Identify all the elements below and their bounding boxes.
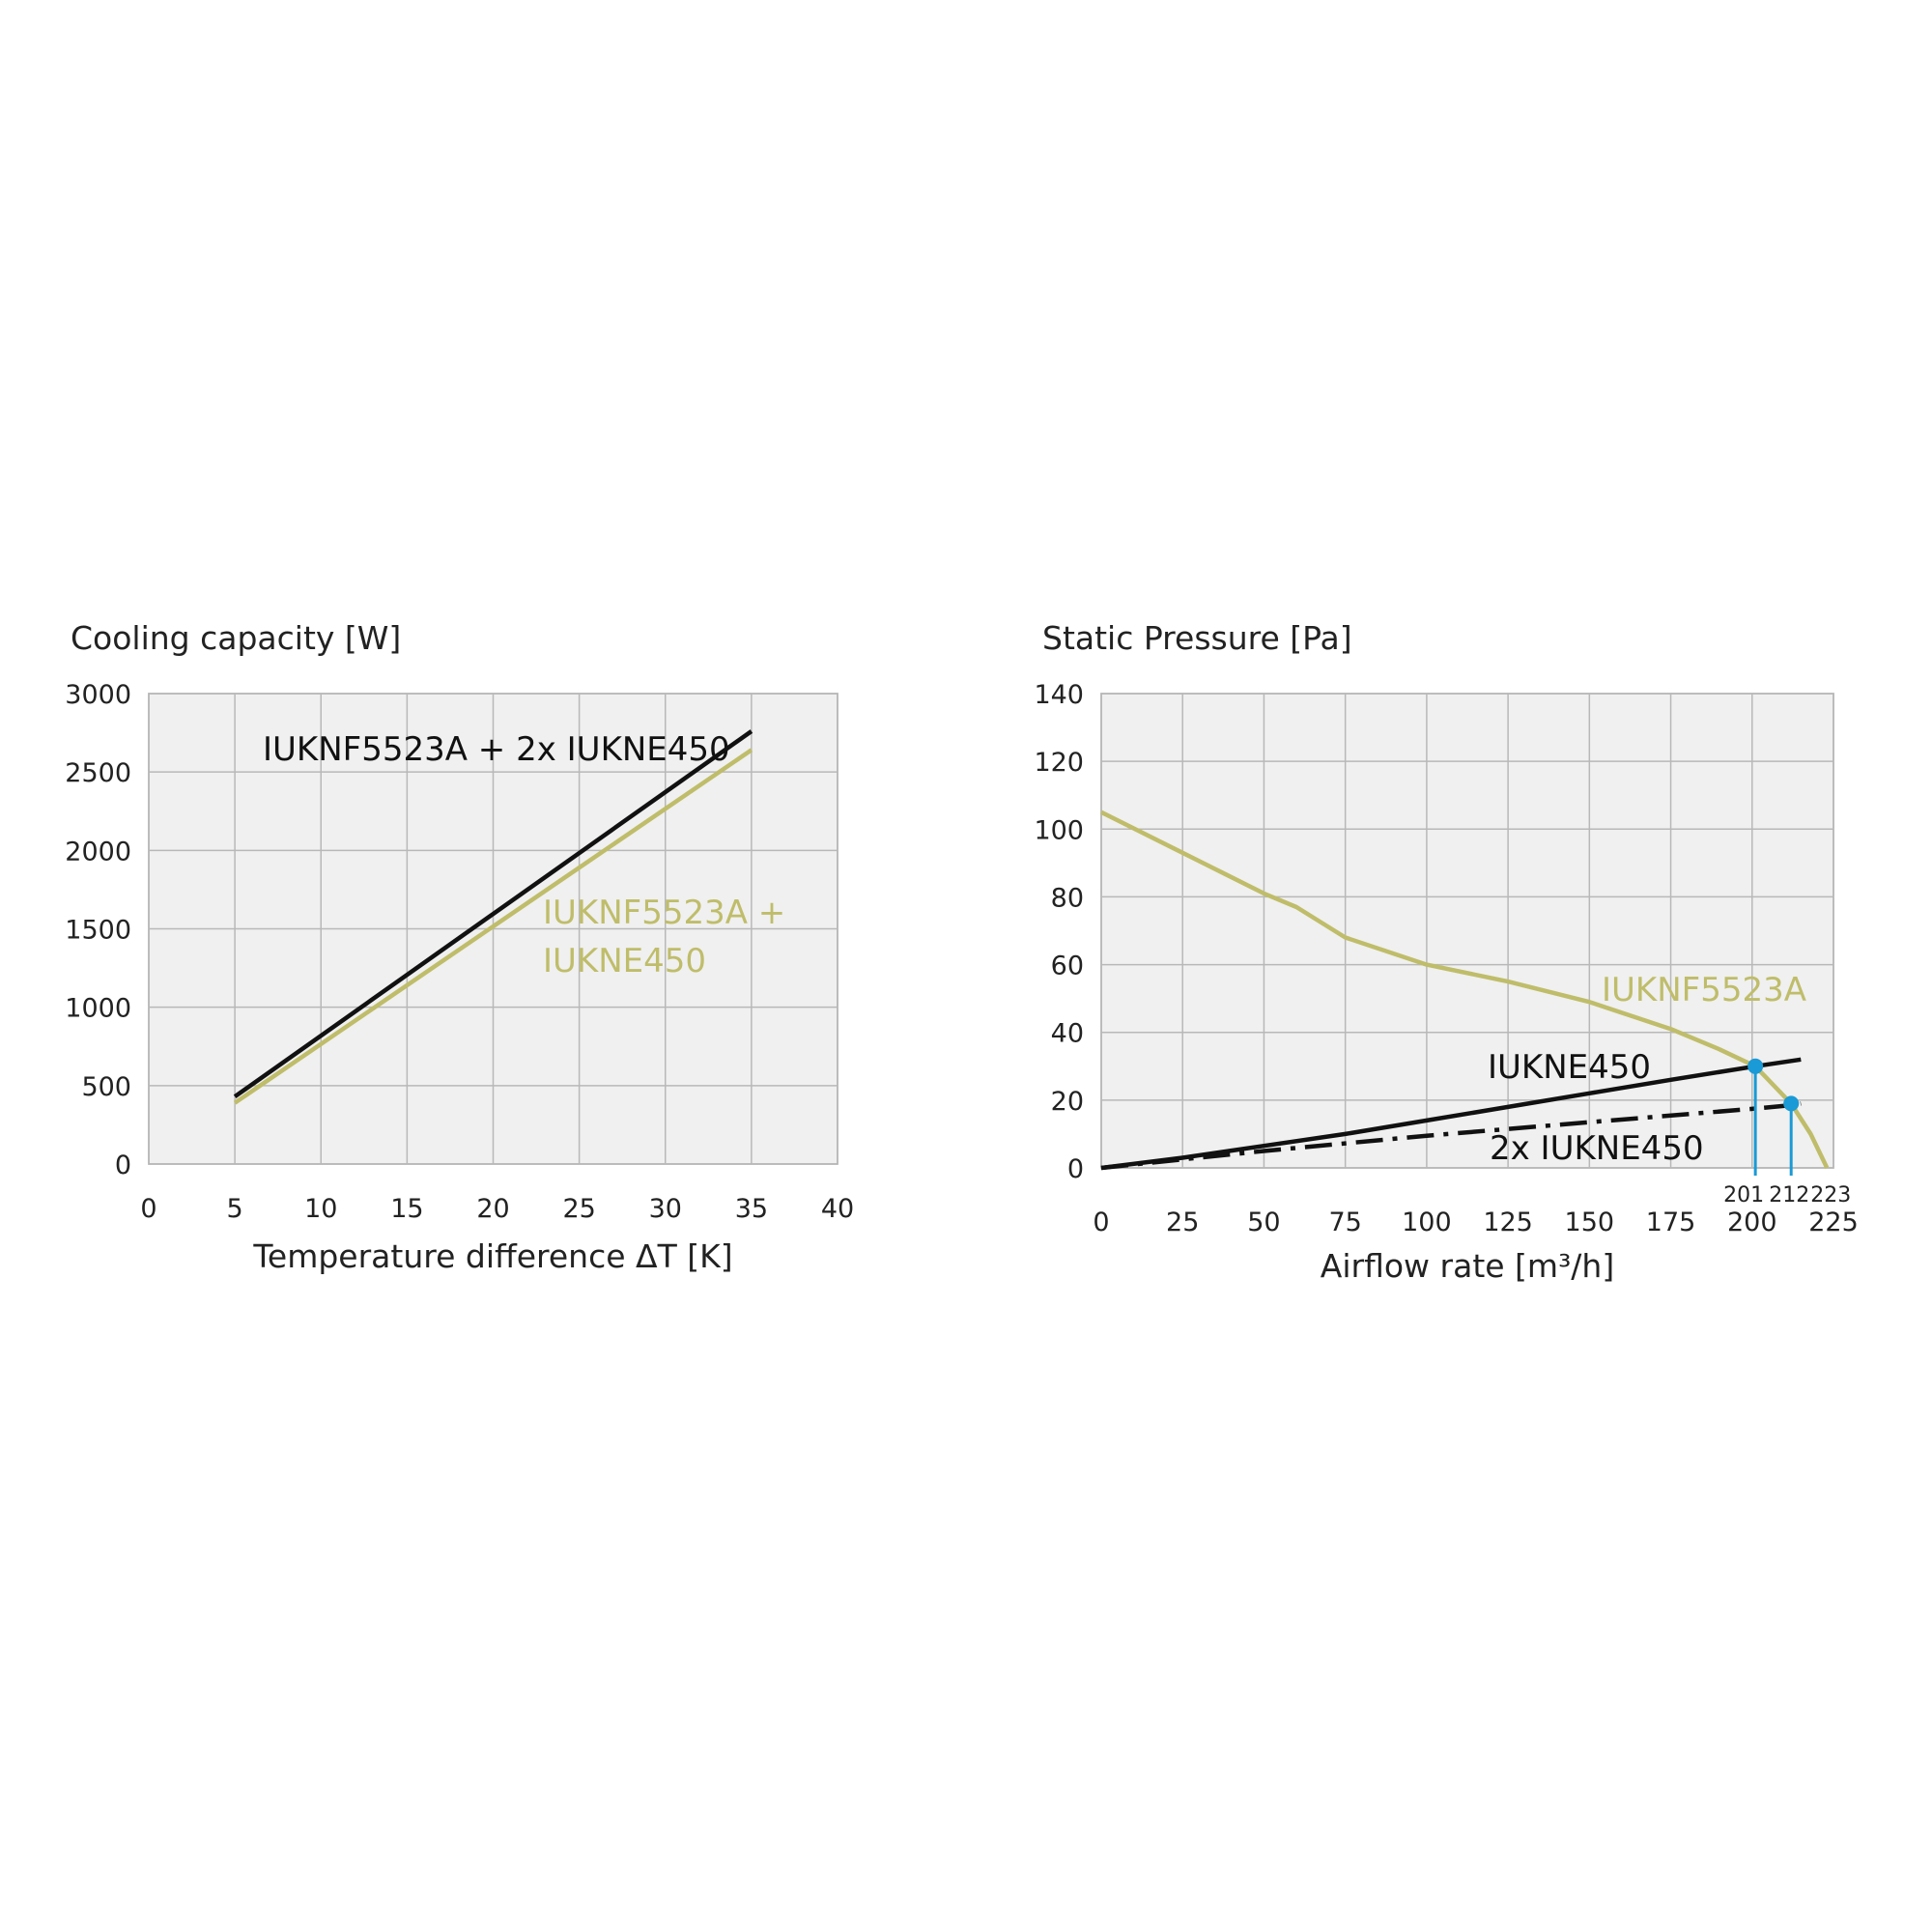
x-tick-label: 75 xyxy=(1328,1208,1361,1237)
operating-point-label: 212 xyxy=(1769,1183,1809,1208)
y-tick-label: 140 xyxy=(1034,680,1084,710)
series-label: 2x IUKNE450 xyxy=(1490,1129,1704,1168)
y-tick-label: 0 xyxy=(1067,1154,1084,1184)
x-tick-label: 15 xyxy=(390,1194,423,1224)
x-tick-label: 25 xyxy=(1166,1208,1199,1237)
y-tick-label: 1500 xyxy=(65,916,131,946)
y-tick-label: 60 xyxy=(1051,952,1084,981)
y-tick-label: 2500 xyxy=(65,758,131,788)
y-tick-label: 2000 xyxy=(65,837,131,867)
y-tick-label: 40 xyxy=(1051,1019,1084,1049)
x-tick-label: 150 xyxy=(1565,1208,1615,1237)
x-tick-label: 30 xyxy=(649,1194,682,1224)
cooling-capacity-chart: Cooling capacity [W] 0 5 10 15 20 25 30 35 40 0 500… xyxy=(65,619,854,1275)
y-tick-label: 20 xyxy=(1051,1087,1084,1117)
plot-area xyxy=(1100,693,1834,1169)
y-tick-label: 3000 xyxy=(65,680,131,710)
series-label: IUKNF5523A + xyxy=(543,894,785,932)
operating-point-label: 201 xyxy=(1723,1183,1764,1208)
x-tick-label: 25 xyxy=(562,1194,595,1224)
extra-x-label: 223 xyxy=(1810,1183,1851,1208)
series-label: IUKNF5523A xyxy=(1602,971,1806,1009)
series-line-iuknf5523a-iukne450 xyxy=(233,748,753,1105)
chart-title: Static Pressure [Pa] xyxy=(1042,619,1352,657)
x-tick-label: 100 xyxy=(1402,1208,1452,1237)
y-tick-label: 120 xyxy=(1034,748,1084,778)
x-axis-label: Temperature difference ΔT [K] xyxy=(252,1237,732,1275)
series-line-iukne450 xyxy=(1100,1057,1802,1171)
x-axis-label: Airflow rate [m³/h] xyxy=(1321,1247,1614,1285)
x-tick-label: 200 xyxy=(1727,1208,1777,1237)
y-tick-label: 500 xyxy=(81,1072,131,1102)
chart-title: Cooling capacity [W] xyxy=(71,619,401,657)
x-tick-label: 125 xyxy=(1483,1208,1533,1237)
y-tick-label: 1000 xyxy=(65,994,131,1024)
series-label: IUKNE450 xyxy=(543,942,706,980)
x-tick-label: 5 xyxy=(227,1194,243,1224)
x-tick-label: 0 xyxy=(140,1194,156,1224)
operating-point xyxy=(1747,1058,1764,1074)
x-tick-label: 10 xyxy=(304,1194,337,1224)
static-pressure-chart: Static Pressure [Pa] 0 25 50 75 100 125 150 175 2… xyxy=(1034,619,1858,1285)
series-line-iuknf5523a xyxy=(1099,810,1830,1169)
y-tick-label: 80 xyxy=(1051,883,1084,913)
x-tick-label: 40 xyxy=(821,1194,854,1224)
operating-point xyxy=(1783,1095,1800,1112)
y-tick-label: 100 xyxy=(1034,815,1084,845)
series-label: IUKNE450 xyxy=(1488,1048,1651,1087)
x-tick-label: 20 xyxy=(476,1194,509,1224)
x-tick-label: 175 xyxy=(1646,1208,1696,1237)
x-tick-label: 225 xyxy=(1808,1208,1859,1237)
x-tick-label: 0 xyxy=(1093,1208,1109,1237)
series-line-iuknf5523a-2x-iukne450 xyxy=(233,729,753,1099)
y-tick-label: 0 xyxy=(115,1151,131,1180)
series-label: IUKNF5523A + 2x IUKNE450 xyxy=(263,730,730,769)
x-tick-label: 35 xyxy=(735,1194,768,1224)
x-tick-label: 50 xyxy=(1247,1208,1280,1237)
